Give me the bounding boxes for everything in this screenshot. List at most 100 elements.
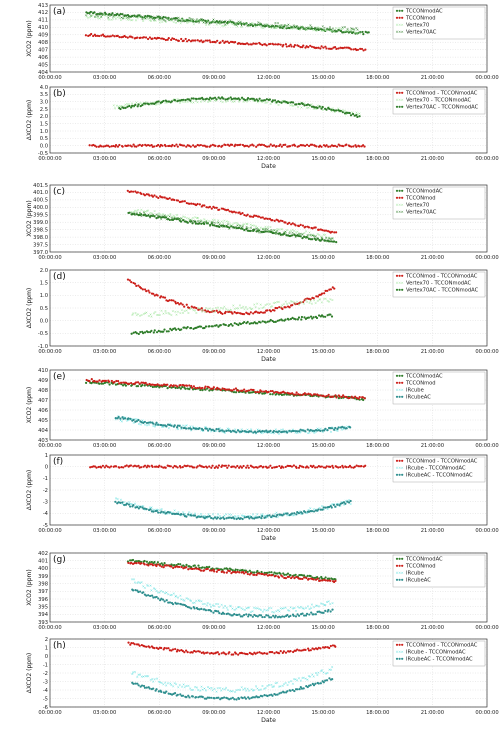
data-point xyxy=(283,430,286,433)
data-point xyxy=(257,688,261,692)
data-point xyxy=(215,324,218,327)
data-point xyxy=(131,102,134,105)
data-point xyxy=(249,215,253,218)
data-point xyxy=(180,426,183,429)
series-2 xyxy=(114,499,352,521)
data-point xyxy=(149,421,152,424)
data-point xyxy=(283,573,286,576)
data-point xyxy=(143,464,147,467)
data-point xyxy=(315,26,318,30)
data-point xyxy=(351,27,354,30)
data-point xyxy=(247,515,250,518)
data-point xyxy=(195,567,198,570)
y-tick-label: 400 xyxy=(38,566,48,572)
data-point xyxy=(254,614,258,617)
data-point xyxy=(184,20,187,23)
data-point xyxy=(246,570,249,573)
data-point xyxy=(133,15,136,18)
data-point xyxy=(279,143,282,146)
data-point xyxy=(100,466,103,469)
data-point xyxy=(160,597,163,600)
data-point xyxy=(130,641,133,645)
data-point xyxy=(289,574,292,577)
data-point xyxy=(193,514,197,517)
data-point xyxy=(150,560,153,564)
data-point xyxy=(268,217,272,220)
y-tick-label: 0 xyxy=(45,464,48,470)
data-point xyxy=(204,689,208,692)
data-point xyxy=(246,308,249,311)
data-point xyxy=(95,14,98,17)
data-point xyxy=(321,505,324,508)
data-point xyxy=(110,379,113,383)
legend-entry: IRcube xyxy=(406,388,424,394)
legend-marker xyxy=(401,9,404,12)
data-point xyxy=(84,14,88,17)
data-point xyxy=(133,214,137,217)
data-point xyxy=(320,107,323,110)
x-tick-label: 18:00:00 xyxy=(366,255,389,261)
data-point xyxy=(151,195,155,198)
data-point xyxy=(166,17,170,20)
data-point xyxy=(214,20,217,23)
data-point xyxy=(286,26,289,29)
data-point xyxy=(192,219,195,222)
data-point xyxy=(143,423,146,426)
data-point xyxy=(262,390,266,393)
data-point xyxy=(221,101,224,104)
data-point xyxy=(298,303,301,306)
data-point xyxy=(179,22,182,25)
data-point xyxy=(233,322,236,325)
data-point xyxy=(314,671,318,675)
data-point xyxy=(322,681,325,684)
data-point xyxy=(112,15,115,18)
data-point xyxy=(201,389,204,392)
data-point xyxy=(243,608,246,612)
data-point xyxy=(288,306,291,309)
data-point xyxy=(232,388,236,391)
y-tick-label: 0.0 xyxy=(40,143,48,149)
data-point xyxy=(147,423,151,426)
data-point xyxy=(210,686,213,689)
legend-marker xyxy=(398,643,401,646)
data-point xyxy=(347,501,351,504)
data-point xyxy=(282,466,285,469)
data-point xyxy=(256,227,259,231)
data-point xyxy=(245,430,248,433)
data-point xyxy=(118,382,121,385)
data-point xyxy=(139,105,142,108)
data-point xyxy=(296,511,299,514)
data-point xyxy=(286,684,289,687)
data-point xyxy=(288,429,291,432)
data-point xyxy=(184,37,187,41)
data-point xyxy=(235,517,238,521)
data-point xyxy=(218,309,221,312)
data-point xyxy=(244,305,247,309)
data-point xyxy=(84,34,87,37)
y-axis-label: ΔXCO2 (ppm) xyxy=(26,288,33,329)
legend-marker xyxy=(398,578,401,581)
data-point xyxy=(313,299,316,302)
data-point xyxy=(306,432,309,435)
data-point xyxy=(235,322,238,326)
data-point xyxy=(237,323,240,327)
data-point xyxy=(135,284,138,287)
data-point xyxy=(187,19,190,22)
y-tick-label: 398 xyxy=(38,581,48,587)
data-point xyxy=(310,603,313,606)
data-point xyxy=(317,238,320,242)
data-point xyxy=(203,100,206,103)
data-point xyxy=(249,97,252,101)
data-point xyxy=(269,305,272,308)
data-point xyxy=(150,144,153,147)
data-point xyxy=(274,233,277,236)
data-point xyxy=(257,215,261,218)
data-point xyxy=(301,237,304,240)
data-point xyxy=(269,102,272,105)
y-tick-label: -3 xyxy=(43,679,48,685)
x-tick-label: 00:00:00 xyxy=(38,710,61,716)
data-point xyxy=(148,36,152,39)
data-point xyxy=(294,26,297,29)
data-point xyxy=(173,564,176,567)
